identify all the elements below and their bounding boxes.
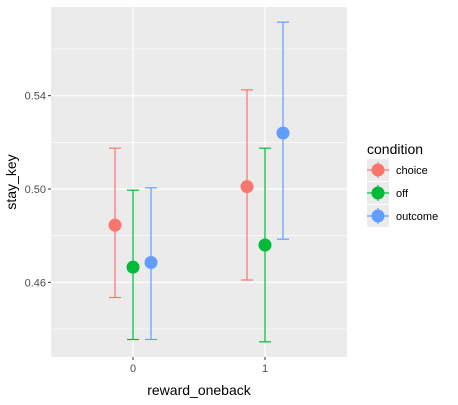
x-tick-label: 0: [130, 363, 136, 375]
y-tick-label: 0.50: [25, 184, 46, 196]
point-outcome-x1: [276, 126, 290, 140]
points: [108, 126, 290, 274]
y-tick-label: 0.46: [25, 277, 46, 289]
y-axis-title: stay_key: [3, 154, 19, 209]
legend-key-point-off: [371, 186, 385, 200]
legend: condition choice off outcome: [367, 141, 438, 227]
point-choice-x1: [240, 180, 254, 194]
legend-key-point-choice: [371, 163, 385, 177]
panel-background: [51, 7, 347, 357]
legend-key-point-outcome: [371, 209, 385, 223]
point-choice-x0: [108, 218, 122, 232]
x-axis-title: reward_oneback: [147, 382, 252, 398]
legend-label-off: off: [396, 188, 409, 200]
legend-label-choice: choice: [396, 165, 428, 177]
y-axis: 0.46 0.50 0.54: [25, 91, 51, 289]
point-off-x1: [258, 238, 272, 252]
y-tick-label: 0.54: [25, 91, 46, 103]
x-tick-label: 1: [262, 363, 268, 375]
point-outcome-x0: [144, 256, 158, 269]
legend-label-outcome: outcome: [396, 211, 438, 223]
legend-title: condition: [367, 141, 423, 157]
point-off-x0: [126, 260, 140, 274]
grid-minor: [51, 48, 347, 330]
